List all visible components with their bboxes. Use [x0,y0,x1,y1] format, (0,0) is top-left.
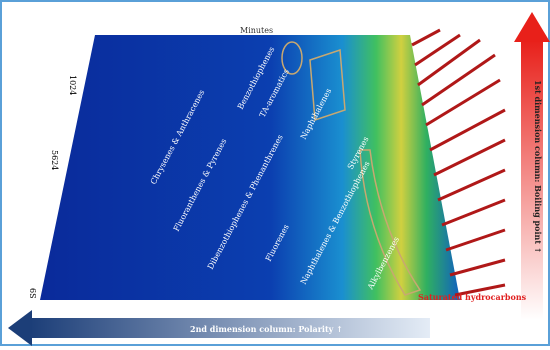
bottom-axis-label: 2nd dimension column: Polarity ↑ [190,324,343,334]
tick-label: 5624 [50,150,59,170]
plot-area [40,35,460,300]
top-axis-label: Minutes [240,26,273,35]
annotation: Saturated hydrocarbons [418,292,527,302]
tick-label: 1024 [68,75,77,95]
right-axis-label: 1st dimension column: Boiling point ↑ [533,80,543,254]
figure: Minutes 1024 5624 6S 2nd dimension colum… [0,0,550,346]
tick-label: 6S [28,288,37,299]
